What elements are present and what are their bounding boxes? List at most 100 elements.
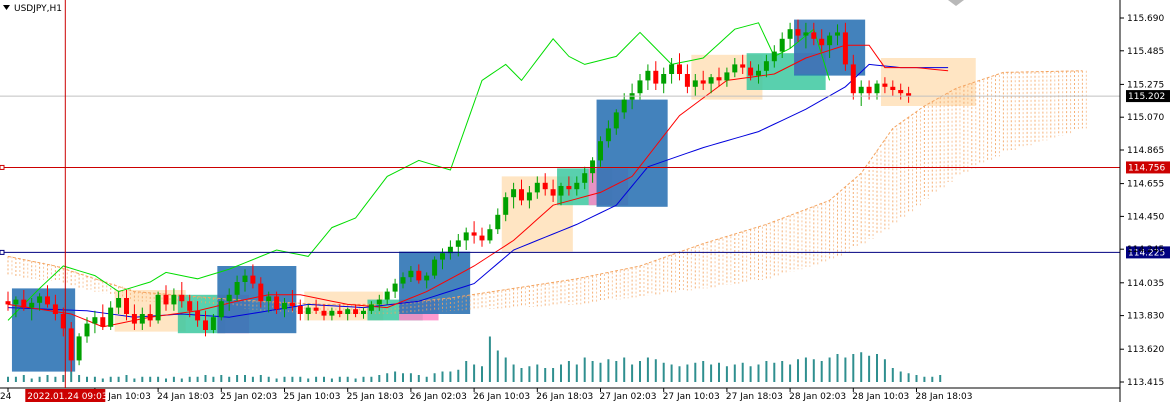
candle-body	[124, 298, 129, 314]
candle-body	[866, 86, 872, 94]
candle-body	[337, 310, 343, 314]
candle-body	[21, 299, 27, 308]
candle-body	[116, 298, 122, 308]
price-tick-label: 113.830	[1127, 312, 1164, 322]
candle-body	[416, 270, 422, 281]
time-tick-label: 25 Jan 02:03	[220, 392, 277, 402]
candle-body	[45, 296, 50, 305]
level-price-label: 114.225	[1128, 248, 1165, 258]
candle-body	[842, 32, 848, 65]
candle-body	[645, 70, 651, 81]
candle-body	[882, 83, 888, 87]
time-tick-label: 28 Jan 02:03	[789, 392, 846, 402]
candle-body	[684, 74, 690, 87]
time-tick-label: 24	[0, 392, 12, 402]
price-tick-label: 114.655	[1127, 180, 1164, 190]
candle-body	[345, 309, 351, 314]
candle-body	[590, 160, 596, 174]
level-price-label: 114.756	[1128, 163, 1165, 173]
time-tick-label: 25 Jan 10:03	[284, 392, 341, 402]
shift-marker-icon[interactable]	[948, 0, 964, 6]
bid-price-tag	[1126, 90, 1170, 103]
candle-body	[637, 80, 643, 94]
candle-body	[392, 283, 398, 292]
candle-body	[574, 182, 580, 190]
candle-body	[677, 64, 682, 74]
time-tick-label: 27 Jan 10:03	[663, 392, 720, 402]
candle-body	[605, 128, 611, 142]
candle-body	[305, 307, 311, 314]
candle-body	[163, 294, 169, 305]
price-tick-label: 114.450	[1127, 212, 1164, 222]
ichimoku-cloud	[7, 70, 1087, 314]
price-tick-label: 113.620	[1127, 345, 1164, 355]
candle-body	[60, 314, 66, 329]
tenkan-sen-line	[7, 44, 949, 328]
candle-body	[621, 99, 627, 113]
highlight-box	[596, 99, 668, 207]
candle-body	[266, 296, 272, 302]
candle-body	[803, 32, 809, 36]
price-tick-label: 115.690	[1127, 14, 1164, 24]
level-anchor-handle[interactable]	[0, 249, 5, 255]
price-tick-label: 113.415	[1127, 378, 1164, 388]
candle-body	[558, 186, 564, 196]
candle-body	[179, 294, 185, 302]
time-tick-label: 27 Jan 18:03	[726, 392, 783, 402]
time-tick-label: 25 Jan 18:03	[347, 392, 404, 402]
candle-body	[716, 77, 722, 81]
candle-body	[906, 93, 912, 97]
candle-body	[874, 83, 880, 94]
time-tick-label: 26 Jan 02:03	[410, 392, 467, 402]
candle-body	[408, 270, 414, 278]
candle-body	[5, 301, 11, 305]
candle-body	[724, 72, 730, 81]
crosshair-time-label: 2022.01.24 09:03	[27, 392, 107, 402]
price-tick-label: 115.275	[1127, 80, 1164, 90]
candle-body	[708, 77, 714, 84]
dropdown-icon[interactable]	[3, 5, 10, 10]
level-anchor-handle[interactable]	[0, 164, 5, 170]
candle-body	[52, 304, 58, 314]
time-tick-label: 28 Jan 10:03	[852, 392, 909, 402]
candle-body	[155, 294, 161, 321]
candle-body	[76, 336, 82, 361]
cloud-upper-line	[7, 70, 1083, 305]
candle-body	[669, 64, 675, 74]
candle-body	[542, 182, 548, 190]
candle-body	[218, 301, 224, 318]
candle-body	[274, 296, 280, 310]
candle-body	[661, 74, 667, 84]
candle-body	[297, 306, 303, 314]
candle-body	[653, 70, 659, 84]
candle-body	[329, 310, 335, 316]
time-tick-label: 28 Jan 18:03	[916, 392, 973, 402]
candle-body	[827, 35, 833, 46]
price-tick-label: 115.485	[1127, 47, 1164, 57]
candle-body	[692, 80, 698, 87]
candle-body	[171, 294, 177, 305]
candle-body	[613, 112, 619, 129]
candle-body	[68, 328, 74, 361]
candle-body	[534, 182, 540, 193]
candle-body	[84, 323, 90, 337]
candle-body	[139, 314, 145, 324]
level-price-tag	[1126, 246, 1170, 259]
candle-body	[795, 29, 801, 36]
time-tick-label: 26 Jan 18:03	[536, 392, 593, 402]
level-price-tag	[1126, 161, 1170, 174]
time-tick-label: 24 Jan 10:03	[94, 392, 151, 402]
candle-body	[471, 232, 477, 236]
candle-body	[779, 38, 785, 52]
horizontal-levels[interactable]: 114.756 114.225	[0, 95, 1170, 259]
candle-body	[748, 67, 754, 76]
candle-body	[13, 299, 19, 305]
time-axis: 24 24 Jan 10:03 24 Jan 18:03 25 Jan 02:03 2…	[0, 387, 1120, 402]
candle-body	[226, 294, 232, 302]
candle-body	[511, 189, 517, 198]
candle-body	[147, 314, 153, 321]
candle-body	[898, 90, 904, 94]
price-tick-label: 114.865	[1127, 146, 1164, 156]
candle-body	[463, 232, 469, 241]
